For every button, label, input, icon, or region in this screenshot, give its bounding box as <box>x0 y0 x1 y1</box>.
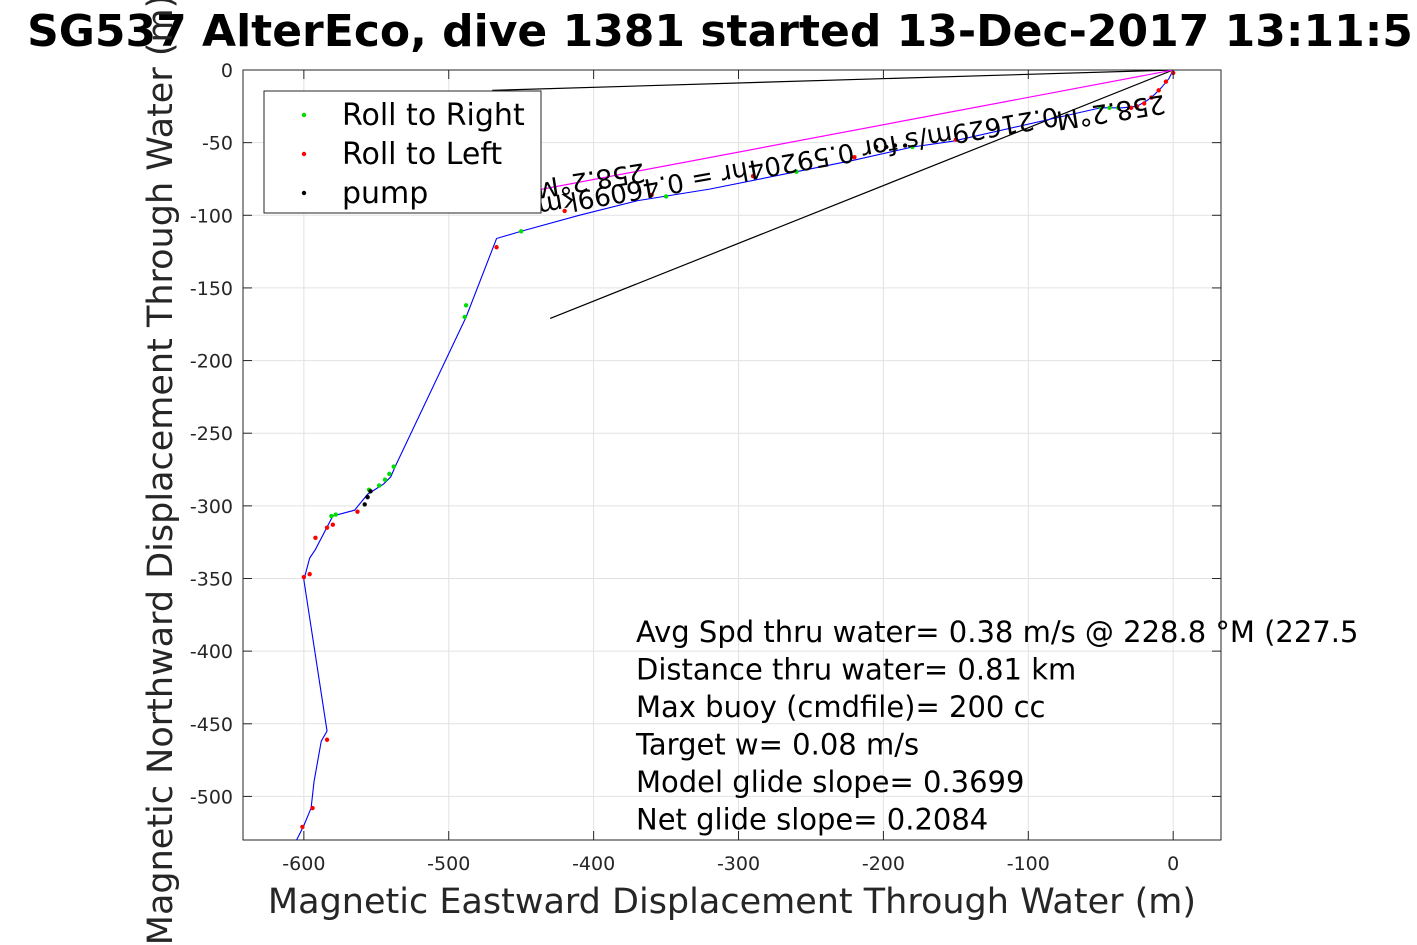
roll-to-left-point <box>1134 104 1140 109</box>
roll-to-left-point <box>494 245 499 250</box>
pump-point <box>365 494 370 500</box>
roll-to-left-point <box>313 535 318 541</box>
roll-to-left-point <box>324 737 330 742</box>
pump-point <box>892 143 898 148</box>
pump-point <box>368 489 373 494</box>
tick-labels: -600 -500 -400 -300 -200 -100 0 0 -50 -100 -150 -20… <box>190 60 1221 875</box>
y-tick-label: -500 <box>190 786 233 808</box>
legend-label: pump <box>342 176 428 211</box>
pump-point <box>884 144 889 150</box>
y-axis-label: Magnetic Northward Displacement Through … <box>141 0 181 945</box>
pump-point <box>902 143 908 148</box>
roll-to-left-point <box>310 805 315 811</box>
pump-point <box>873 144 879 150</box>
legend-label: Roll to Left <box>342 137 502 172</box>
y-tick-label: -100 <box>190 205 233 227</box>
roll-to-right-point <box>387 471 392 477</box>
y-tick-label: -150 <box>190 278 233 300</box>
roll-to-right-point <box>376 483 382 488</box>
grid <box>243 69 1221 840</box>
roll-to-right-point <box>910 144 915 150</box>
heading-annotation: 0.21629m/s for 0.59204hr = 0.46099km <box>535 100 1061 221</box>
stats-text: Avg Spd thru water= 0.38 m/s @ 228.8 °M … <box>635 615 1358 837</box>
current-vector-line <box>492 70 1174 91</box>
y-tick-label: -400 <box>190 641 233 663</box>
roll-to-left-point <box>355 509 360 514</box>
roll-to-left-point <box>330 522 336 527</box>
roll-to-left-point <box>307 571 312 577</box>
stats-line: Target w= 0.08 m/s <box>635 728 919 762</box>
roll-to-right-point <box>1107 105 1112 110</box>
x-tick-label: -600 <box>282 853 325 875</box>
y-tick-label: -250 <box>190 423 233 445</box>
y-tick-label: -200 <box>190 351 233 373</box>
plot-area <box>242 69 1222 841</box>
annotations: 258.2°M0.21629m/s for 0.59204hr = 0.4609… <box>534 88 1167 221</box>
legend-marker <box>301 190 307 196</box>
roll-to-left-point <box>324 525 330 530</box>
stats-line: Model glide slope= 0.3699 <box>636 765 1024 799</box>
x-tick-label: -500 <box>427 853 470 875</box>
stats-line: Distance thru water= 0.81 km <box>636 653 1076 687</box>
roll-to-left-point <box>750 173 756 179</box>
roll-to-right-point <box>391 464 396 469</box>
roll-to-right-point <box>329 513 334 519</box>
roll-to-right-point <box>462 314 467 320</box>
roll-to-right-point <box>463 303 469 308</box>
roll-to-left-point <box>953 137 959 142</box>
roll-to-right-point <box>518 229 524 234</box>
stats-line: Max buoy (cmdfile)= 200 cc <box>636 690 1045 724</box>
x-tick-label: -300 <box>717 853 760 875</box>
roll-to-right-point <box>794 169 799 174</box>
roll-to-right-point <box>663 194 669 199</box>
stats-line: Net glide slope= 0.2084 <box>636 803 988 837</box>
roll-to-left-point <box>852 154 857 160</box>
roll-to-left-point <box>301 574 307 580</box>
y-tick-label: -50 <box>202 133 233 155</box>
x-tick-label: -100 <box>1007 853 1050 875</box>
y-tick-label: -450 <box>190 714 233 736</box>
roll-to-right-point <box>333 512 338 517</box>
legend-marker <box>301 151 307 157</box>
surface-to-surface-line <box>549 70 1174 319</box>
y-tick-label: -350 <box>190 568 233 590</box>
x-tick-label: 0 <box>1167 853 1179 875</box>
roll-to-right-point <box>382 477 388 482</box>
roll-to-left-point <box>562 208 567 214</box>
legend: Roll to Right Roll to Left pump <box>263 90 542 214</box>
roll-to-left-point <box>649 192 654 198</box>
legend-box <box>263 90 542 214</box>
roll-to-right-point <box>1098 105 1103 110</box>
dive-heading-line <box>426 70 1174 212</box>
roll-to-left-point <box>1128 105 1134 110</box>
y-tick-label: 0 <box>221 60 233 82</box>
x-tick-label: -400 <box>572 853 615 875</box>
data-layer <box>296 70 1176 840</box>
legend-marker <box>301 112 307 118</box>
roll-to-left-point <box>300 824 305 830</box>
stats-line: Avg Spd thru water= 0.38 m/s @ 228.8 °M … <box>636 615 1358 649</box>
x-tick-label: -200 <box>862 853 905 875</box>
roll-to-left-point <box>1163 79 1169 84</box>
chart-title: SG537 AlterEco, dive 1381 started 13-Dec… <box>27 6 1413 57</box>
roll-to-left-point <box>1156 88 1161 93</box>
legend-label: Roll to Right <box>342 98 525 133</box>
x-axis-label: Magnetic Eastward Displacement Through W… <box>268 882 1196 922</box>
roll-to-right-point <box>1115 105 1121 110</box>
roll-to-left-point <box>1149 95 1154 100</box>
y-tick-label: -300 <box>190 496 233 518</box>
roll-to-left-point <box>1142 101 1147 106</box>
pump-point <box>362 502 367 507</box>
